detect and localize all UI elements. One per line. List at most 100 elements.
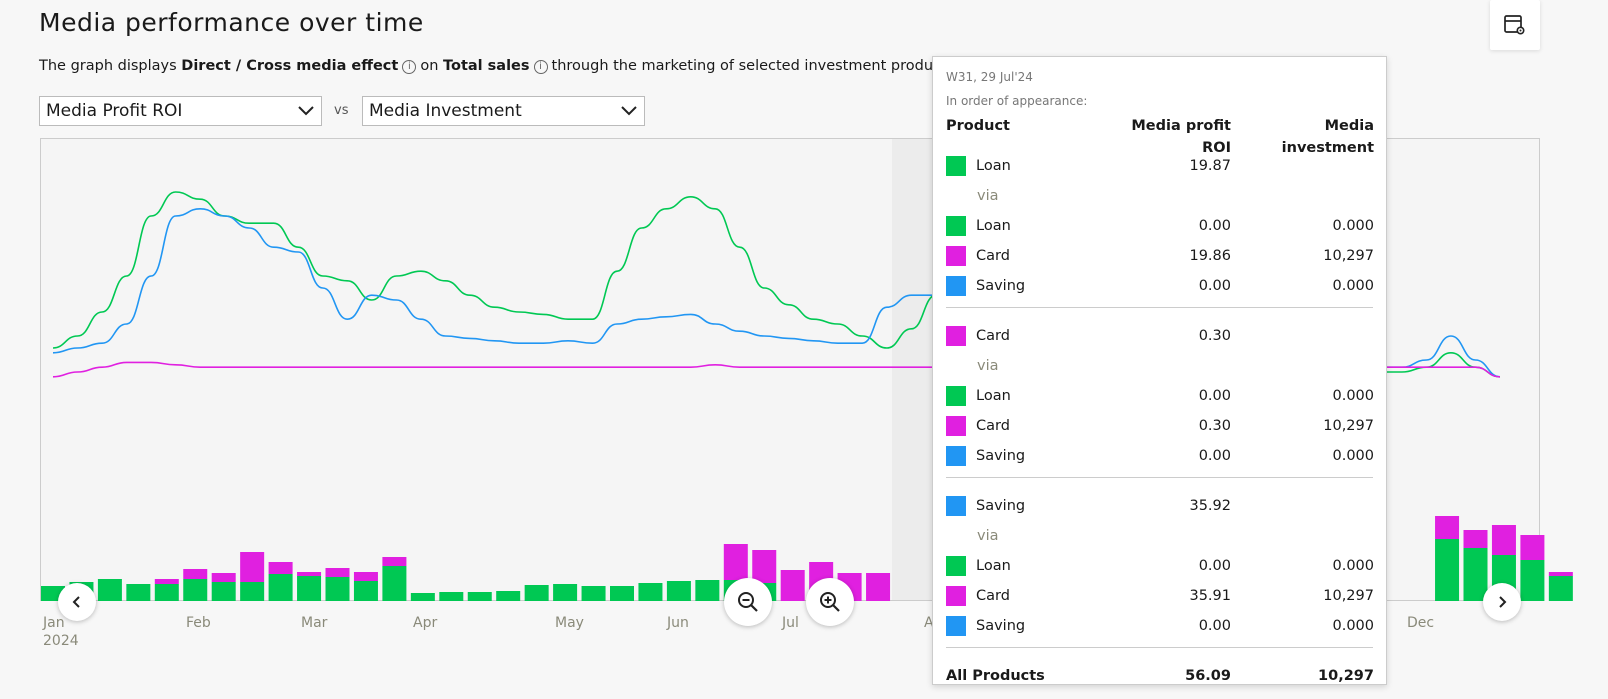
bar-loan[interactable] — [666, 581, 691, 601]
zoom-out-button[interactable] — [724, 578, 772, 626]
left-metric-value: Media Profit ROI — [46, 101, 183, 121]
bar-card[interactable] — [780, 570, 805, 601]
hover-highlight-band — [892, 139, 934, 600]
divider — [946, 307, 1373, 308]
tooltip-product-cell: Card — [946, 586, 1100, 606]
bar-loan[interactable] — [1520, 560, 1545, 601]
investment-value: 0.000 — [1332, 278, 1374, 294]
tooltip-product-cell: Saving — [946, 276, 1100, 296]
x-axis-label: Jan — [43, 615, 65, 631]
header-roi: Media profit ROI — [1131, 118, 1231, 156]
total-roi: 56.09 — [1185, 668, 1231, 684]
bar-loan[interactable] — [240, 582, 265, 601]
tooltip-product-cell: Loan — [946, 386, 1100, 406]
via-label: via — [977, 188, 999, 204]
bar-loan[interactable] — [154, 584, 179, 601]
color-swatch — [946, 216, 966, 236]
bar-card[interactable] — [297, 572, 322, 576]
bar-loan[interactable] — [325, 577, 350, 601]
tooltip-row: Loan 19.87 — [946, 151, 1373, 181]
bar-card[interactable] — [240, 552, 265, 582]
product-name: Loan — [976, 558, 1011, 574]
bar-card[interactable] — [183, 569, 208, 579]
bar-loan[interactable] — [496, 591, 521, 601]
bar-card[interactable] — [211, 573, 236, 582]
bar-card[interactable] — [353, 572, 378, 581]
bar-loan[interactable] — [211, 582, 236, 601]
bar-loan[interactable] — [97, 579, 122, 601]
bar-card[interactable] — [1463, 530, 1488, 548]
bar-card[interactable] — [1548, 572, 1573, 576]
info-icon[interactable]: i — [533, 60, 548, 74]
roi-value: 0.00 — [1198, 278, 1231, 294]
bar-loan[interactable] — [439, 592, 464, 601]
tooltip-product-cell: Saving — [946, 616, 1100, 636]
bar-loan[interactable] — [1548, 576, 1573, 601]
tooltip-product-cell: Loan — [946, 216, 1100, 236]
zoom-in-button[interactable] — [806, 578, 854, 626]
bar-loan[interactable] — [695, 580, 720, 601]
bar-loan[interactable] — [1435, 539, 1460, 601]
total-investment: 10,297 — [1318, 668, 1374, 684]
bar-loan[interactable] — [183, 579, 208, 601]
investment-value: 10,297 — [1323, 248, 1374, 264]
color-swatch — [946, 156, 966, 176]
color-swatch — [946, 416, 966, 436]
chart-settings-icon — [1504, 15, 1525, 35]
bar-loan[interactable] — [524, 585, 549, 601]
bar-loan[interactable] — [297, 576, 322, 601]
bar-loan[interactable] — [581, 586, 606, 601]
total-label: All Products — [946, 668, 1045, 684]
bar-card[interactable] — [154, 579, 179, 584]
bar-card[interactable] — [1520, 535, 1545, 560]
roi-value: 35.91 — [1189, 588, 1231, 604]
color-swatch — [946, 246, 966, 266]
bar-card[interactable] — [382, 557, 407, 566]
page-title: Media performance over time — [39, 8, 424, 37]
product-name: Saving — [976, 278, 1026, 294]
bar-card[interactable] — [866, 573, 891, 601]
bar-loan[interactable] — [126, 584, 151, 601]
roi-value: 19.87 — [1189, 158, 1231, 174]
data-tooltip: W31, 29 Jul'24 In order of appearance: P… — [932, 56, 1387, 685]
tooltip-total-row: All Products 56.09 10,297 — [946, 661, 1374, 691]
tooltip-row: Card 0.30 — [946, 321, 1373, 351]
info-icon[interactable]: i — [402, 60, 417, 74]
divider — [946, 477, 1373, 478]
bar-card[interactable] — [1491, 525, 1516, 555]
roi-value: 0.00 — [1198, 218, 1231, 234]
bar-card[interactable] — [1435, 516, 1460, 539]
scroll-right-button[interactable] — [1483, 583, 1521, 621]
tooltip-row: Loan 0.00 0.000 — [946, 551, 1374, 581]
tooltip-row: Card 35.91 10,297 — [946, 581, 1374, 611]
scroll-left-button[interactable] — [58, 583, 96, 621]
tooltip-row: Card 0.30 10,297 — [946, 411, 1374, 441]
product-name: Card — [976, 418, 1010, 434]
bar-loan[interactable] — [610, 586, 634, 601]
left-metric-dropdown[interactable]: Media Profit ROI — [39, 96, 322, 126]
bar-card[interactable] — [325, 568, 350, 577]
bar-loan[interactable] — [353, 581, 378, 601]
color-swatch — [946, 386, 966, 406]
bar-card[interactable] — [268, 562, 293, 574]
color-swatch — [946, 446, 966, 466]
product-name: Saving — [976, 618, 1026, 634]
bar-loan[interactable] — [410, 593, 435, 601]
bar-loan[interactable] — [638, 583, 663, 601]
bar-loan[interactable] — [553, 584, 578, 601]
via-label: via — [977, 528, 999, 544]
bar-card[interactable] — [752, 550, 777, 583]
x-axis-label: May — [555, 615, 584, 631]
product-name: Saving — [976, 498, 1026, 514]
effect-label: Direct / Cross media effect — [181, 58, 399, 74]
bar-loan[interactable] — [268, 574, 293, 601]
right-metric-dropdown[interactable]: Media Investment — [362, 96, 645, 126]
bar-loan[interactable] — [467, 592, 492, 601]
chart-settings-button[interactable] — [1490, 0, 1540, 50]
tooltip-product-cell: Loan — [946, 556, 1100, 576]
bar-card[interactable] — [723, 544, 748, 580]
bar-loan[interactable] — [1463, 548, 1488, 601]
tooltip-product-cell: Card — [946, 246, 1100, 266]
bar-loan[interactable] — [382, 566, 407, 601]
